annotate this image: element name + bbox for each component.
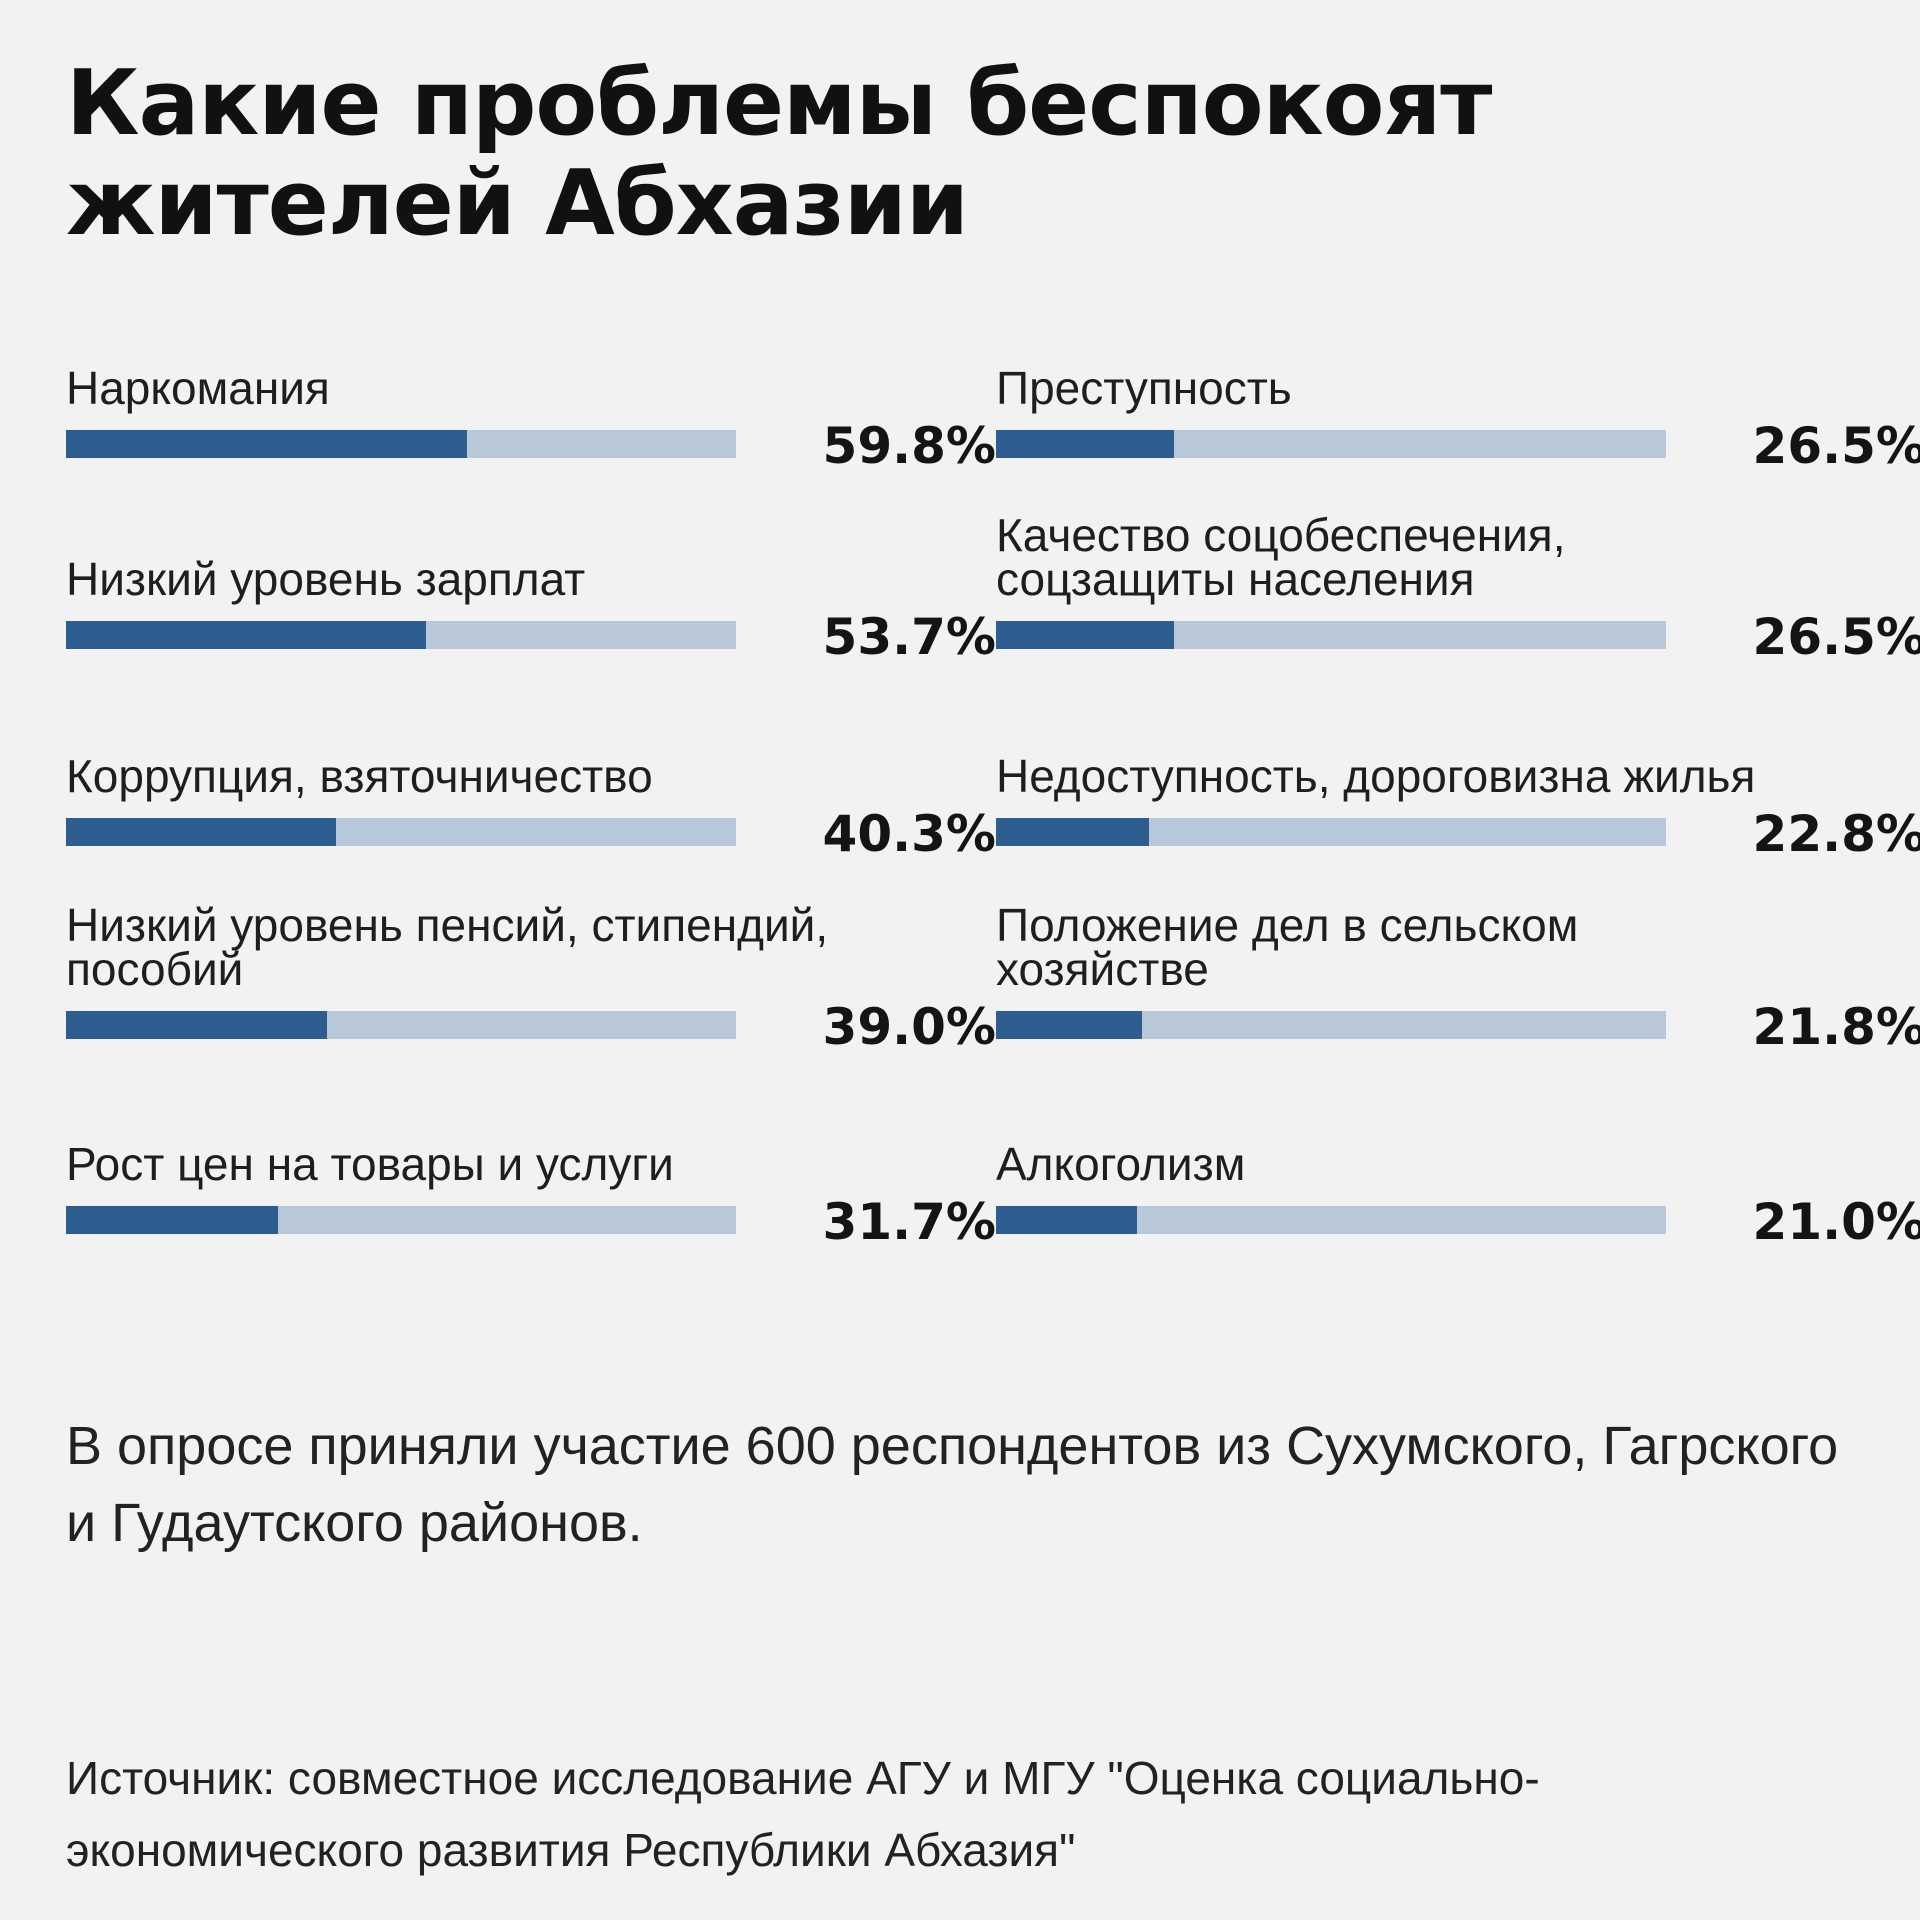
bar — [996, 1011, 1143, 1039]
bar-value-label: 26.5% — [1752, 608, 1920, 666]
bar-item: Низкий уровень зарплат 53.7% — [66, 499, 996, 665]
bar-track — [66, 1011, 736, 1039]
bar-item: Алкоголизм 21.0% — [996, 1084, 1920, 1250]
bar-value-label: 39.0% — [822, 998, 996, 1056]
bar-label: Алкоголизм — [996, 1138, 1246, 1190]
bar-item: Положение дел в сельском хозяйстве 21.8% — [996, 889, 1920, 1055]
bar — [66, 1206, 279, 1234]
bar — [996, 430, 1174, 458]
bar-label: Качество соцобеспечения, соцзащиты насел… — [996, 509, 1566, 605]
bar — [66, 430, 467, 458]
bar-value-label: 22.8% — [1752, 805, 1920, 863]
bar-value-label: 31.7% — [822, 1193, 996, 1251]
source-note: Источник: совместное исследование АГУ и … — [66, 1752, 1540, 1876]
bar-item: Недоступность, дороговизна жилья 22.8% — [996, 696, 1920, 862]
bar-item: Коррупция, взяточничество 40.3% — [66, 696, 996, 862]
bar-value-label: 59.8% — [822, 417, 996, 475]
bar-item: Низкий уровень пенсий, стипендий, пособи… — [66, 889, 996, 1055]
bar-track — [996, 621, 1666, 649]
bar-track — [996, 818, 1666, 846]
bar-item: Качество соцобеспечения, соцзащиты насел… — [996, 499, 1920, 665]
bar-label: Преступность — [996, 362, 1292, 414]
bar-value-label: 53.7% — [822, 608, 996, 666]
bar — [996, 621, 1174, 649]
bar-label: Недоступность, дороговизна жилья — [996, 750, 1756, 802]
bar-value-label: 21.0% — [1752, 1193, 1920, 1251]
bar — [66, 1011, 328, 1039]
bar-label: Низкий уровень пенсий, стипендий, пособи… — [66, 899, 829, 995]
bar-label: Коррупция, взяточничество — [66, 750, 653, 802]
bar-label: Положение дел в сельском хозяйстве — [996, 899, 1579, 995]
bar-item: Преступность 26.5% — [996, 308, 1920, 474]
bar-label: Наркомания — [66, 362, 330, 414]
bar-value-label: 26.5% — [1752, 417, 1920, 475]
bar-value-label: 21.8% — [1752, 998, 1920, 1056]
bar-track — [66, 1206, 736, 1234]
survey-note: В опросе приняли участие 600 респонденто… — [66, 1416, 1839, 1553]
bar-track — [66, 818, 736, 846]
bar-item: Рост цен на товары и услуги 31.7% — [66, 1084, 996, 1250]
bar-track — [996, 1011, 1666, 1039]
bar-label: Низкий уровень зарплат — [66, 553, 586, 605]
bar-track — [66, 430, 736, 458]
bar-label: Рост цен на товары и услуги — [66, 1138, 674, 1190]
bar — [996, 818, 1149, 846]
chart-title: Какие проблемы беспокоят жителей Абхазии — [66, 51, 1492, 256]
bar-track — [996, 1206, 1666, 1234]
bar — [66, 621, 426, 649]
bar-item: Наркомания 59.8% — [66, 308, 996, 474]
bar-track — [996, 430, 1666, 458]
bar — [996, 1206, 1137, 1234]
bar — [66, 818, 336, 846]
bar-value-label: 40.3% — [822, 805, 996, 863]
bar-track — [66, 621, 736, 649]
